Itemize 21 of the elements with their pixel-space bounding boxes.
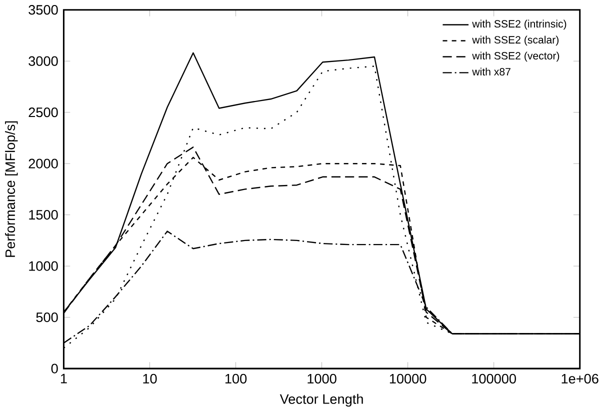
y-tick-label: 3500	[28, 5, 58, 15]
x-axis-title: Vector Length	[280, 394, 363, 407]
y-tick-label: 3000	[28, 56, 58, 66]
legend-label: with x87	[472, 68, 510, 76]
x-tick-label: 10	[143, 374, 157, 384]
x-tick-label: 1e+06	[562, 374, 598, 384]
y-tick-label: 500	[36, 312, 58, 322]
y-tick-label: 1500	[29, 210, 58, 220]
y-tick-label: 2000	[28, 158, 58, 169]
y-tick-label: 1000	[29, 261, 58, 272]
y-tick-label: 2500	[28, 108, 58, 118]
x-tick-label: 1	[60, 374, 67, 384]
x-tick-label: 100000	[472, 374, 516, 384]
legend-label: with SSE2 (intrinsic)	[472, 20, 566, 30]
legend-label: with SSE2 (scalar)	[472, 36, 559, 46]
x-tick-label: 1000	[308, 374, 336, 384]
x-tick-label: 100	[225, 374, 247, 384]
y-tick-label: 0	[51, 364, 58, 374]
legend-label: with SSE2 (vector)	[472, 52, 560, 62]
y-axis-title: Performance [MFlop/s]	[5, 122, 18, 258]
x-tick-label: 10000	[390, 374, 426, 384]
